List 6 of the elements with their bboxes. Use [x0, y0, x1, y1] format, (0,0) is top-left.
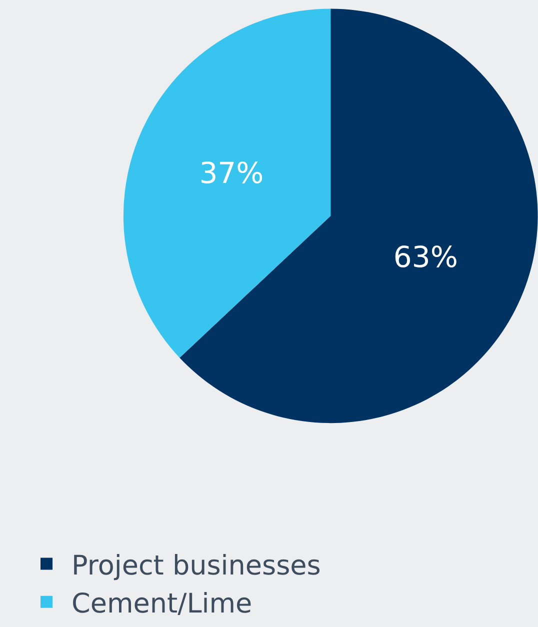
- data-label: 37%: [199, 156, 264, 190]
- data-label: 63%: [393, 240, 458, 274]
- pie-slice: [180, 8, 538, 423]
- legend-label: Project businesses: [72, 550, 321, 582]
- legend-label: Cement/Lime: [72, 588, 252, 620]
- pie-slice: [123, 8, 331, 358]
